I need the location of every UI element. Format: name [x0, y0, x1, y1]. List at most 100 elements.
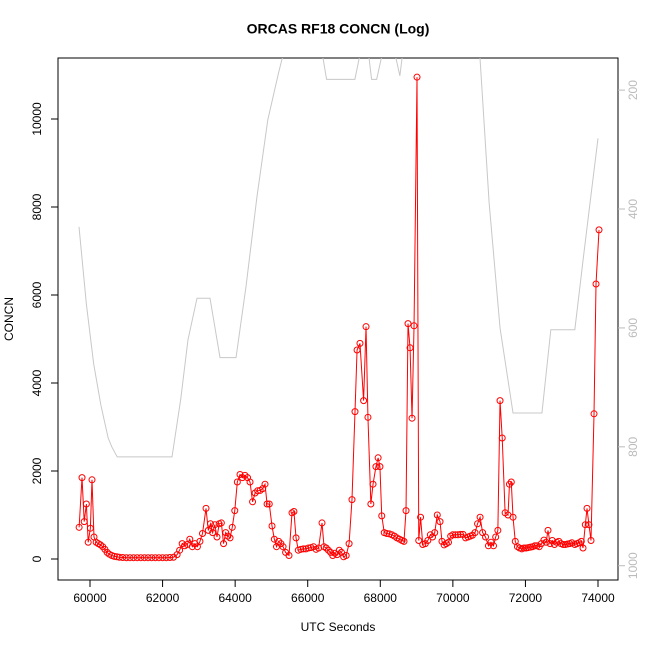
data-point	[224, 532, 232, 540]
data-point	[130, 554, 138, 562]
data-point	[297, 545, 305, 553]
y2-tick-label: 400	[626, 199, 640, 219]
data-point	[82, 500, 90, 508]
data-point	[202, 504, 210, 512]
data-point	[137, 554, 145, 562]
data-point	[292, 534, 300, 542]
data-point	[353, 346, 361, 354]
y-tick-label: 4000	[30, 369, 44, 396]
data-point	[474, 520, 482, 528]
data-point	[337, 548, 345, 556]
data-point	[122, 554, 130, 562]
data-point	[348, 496, 356, 504]
data-point	[329, 551, 337, 559]
data-point	[211, 521, 219, 529]
data-point	[595, 226, 603, 234]
data-point	[84, 538, 92, 546]
plot-area	[75, 58, 603, 562]
data-point	[417, 513, 425, 521]
data-point	[429, 533, 437, 541]
data-point	[115, 553, 123, 561]
data-point	[133, 554, 141, 562]
data-point	[583, 504, 591, 512]
data-point	[509, 513, 517, 521]
data-point	[88, 476, 96, 484]
data-point	[494, 526, 502, 534]
y2-tick-label: 200	[626, 80, 640, 100]
data-point	[213, 533, 221, 541]
data-point	[544, 526, 552, 534]
data-point	[103, 548, 111, 556]
data-point	[590, 410, 598, 418]
data-point	[204, 526, 212, 534]
y-tick-label: 8000	[30, 193, 44, 220]
data-point	[362, 323, 370, 331]
data-point	[263, 500, 271, 508]
y2-tick-label: 600	[626, 318, 640, 338]
data-point	[159, 554, 167, 562]
data-point	[415, 537, 423, 545]
x-tick-label: 60000	[73, 591, 107, 605]
data-point	[151, 554, 159, 562]
data-point	[186, 535, 194, 543]
y-tick-label: 10000	[30, 102, 44, 136]
data-point	[451, 531, 459, 539]
data-point	[318, 519, 326, 527]
data-point	[431, 529, 439, 537]
data-point	[86, 524, 94, 532]
y-tick-label: 0	[30, 555, 44, 562]
data-point	[110, 552, 118, 560]
data-point	[492, 533, 500, 541]
data-point	[438, 537, 446, 545]
data-point	[324, 546, 332, 554]
data-point	[364, 413, 372, 421]
data-point	[592, 280, 600, 288]
data-point	[410, 322, 418, 330]
data-point	[436, 518, 444, 526]
x-tick-label: 74000	[581, 591, 615, 605]
data-point	[356, 339, 364, 347]
data-point	[585, 521, 593, 529]
data-point	[285, 551, 293, 559]
data-point	[454, 531, 462, 539]
data-point	[413, 73, 421, 81]
data-point	[176, 546, 184, 554]
data-point	[367, 500, 375, 508]
chart-title: ORCAS RF18 CONCN (Log)	[247, 21, 430, 37]
data-point	[222, 529, 230, 537]
data-point	[333, 551, 341, 559]
x-tick-label: 62000	[146, 591, 180, 605]
x-axis-label: UTC Seconds	[301, 620, 376, 634]
data-point	[383, 529, 391, 537]
data-point	[78, 474, 86, 482]
data-point	[233, 478, 241, 486]
data-point	[505, 480, 513, 488]
data-point	[376, 463, 384, 471]
data-point	[490, 542, 498, 550]
data-point	[126, 554, 134, 562]
data-point	[226, 534, 234, 542]
data-point	[345, 540, 353, 548]
data-point	[587, 537, 595, 545]
data-point	[400, 537, 408, 545]
data-point	[148, 554, 156, 562]
data-point	[288, 509, 296, 517]
data-point	[206, 520, 214, 528]
data-point	[342, 551, 350, 559]
data-point	[270, 535, 278, 543]
data-point	[482, 533, 490, 541]
data-point	[198, 529, 206, 537]
data-point	[265, 500, 273, 508]
plot-frame	[57, 57, 619, 581]
data-point	[579, 544, 587, 552]
data-point	[476, 513, 484, 521]
data-point	[424, 537, 432, 545]
data-point	[279, 543, 287, 551]
data-point	[249, 498, 257, 506]
data-point	[577, 537, 585, 545]
data-point	[531, 542, 539, 550]
y-tick-label: 6000	[30, 281, 44, 308]
series-line	[78, 58, 599, 458]
data-point	[548, 537, 556, 545]
